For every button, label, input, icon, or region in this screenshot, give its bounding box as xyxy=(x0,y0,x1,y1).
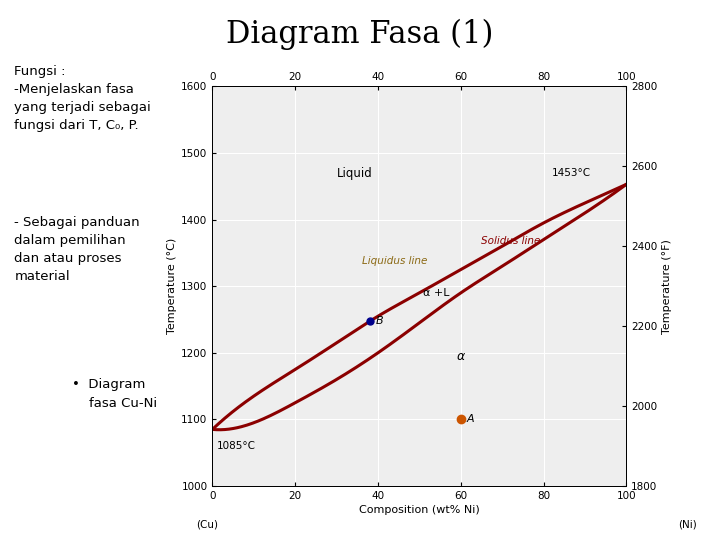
Y-axis label: Temperature (°F): Temperature (°F) xyxy=(662,239,672,334)
Text: 1453°C: 1453°C xyxy=(552,168,591,178)
Text: - Sebagai panduan
dalam pemilihan
dan atau proses
material: - Sebagai panduan dalam pemilihan dan at… xyxy=(14,216,140,283)
Text: α +L: α +L xyxy=(423,288,449,298)
Text: Solidus line: Solidus line xyxy=(481,236,540,246)
Text: (Cu): (Cu) xyxy=(196,520,218,530)
Text: Liquidus line: Liquidus line xyxy=(362,256,427,266)
Text: 1085°C: 1085°C xyxy=(217,441,256,451)
X-axis label: Composition (wt% Ni): Composition (wt% Ni) xyxy=(359,505,480,515)
Text: B: B xyxy=(376,316,384,326)
Text: Liquid: Liquid xyxy=(336,167,372,180)
Text: α: α xyxy=(456,349,465,363)
Text: Diagram Fasa (1): Diagram Fasa (1) xyxy=(226,19,494,50)
Text: •  Diagram
    fasa Cu-Ni: • Diagram fasa Cu-Ni xyxy=(72,378,157,410)
Y-axis label: Temperature (°C): Temperature (°C) xyxy=(167,238,177,334)
Text: A: A xyxy=(467,414,474,424)
Text: Fungsi :
-Menjelaskan fasa
yang terjadi sebagai
fungsi dari T, C₀, P.: Fungsi : -Menjelaskan fasa yang terjadi … xyxy=(14,65,151,132)
Text: (Ni): (Ni) xyxy=(678,520,697,530)
